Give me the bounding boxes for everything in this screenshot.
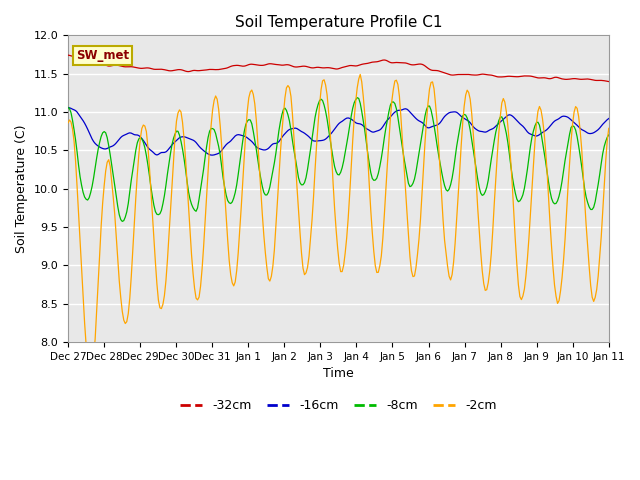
X-axis label: Time: Time xyxy=(323,367,354,380)
Y-axis label: Soil Temperature (C): Soil Temperature (C) xyxy=(15,124,28,253)
Title: Soil Temperature Profile C1: Soil Temperature Profile C1 xyxy=(235,15,442,30)
Text: SW_met: SW_met xyxy=(76,49,129,62)
Legend: -32cm, -16cm, -8cm, -2cm: -32cm, -16cm, -8cm, -2cm xyxy=(175,394,502,417)
